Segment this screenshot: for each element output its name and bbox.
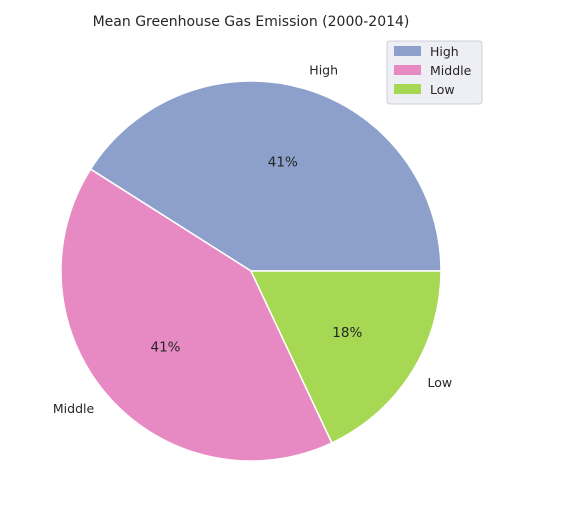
slice-percent-middle: 41% — [150, 339, 180, 355]
slice-percent-low: 18% — [332, 325, 362, 341]
slice-label-middle: Middle — [53, 401, 95, 416]
pie-slice-high — [89, 80, 442, 272]
legend-label-high: High — [430, 44, 459, 59]
legend-swatch-high — [394, 46, 421, 56]
legend-label-middle: Middle — [430, 63, 472, 78]
slice-label-low: Low — [428, 375, 453, 390]
slice-labels: High Middle Low — [53, 62, 452, 416]
slice-percent-high: 41% — [268, 155, 298, 171]
legend-label-low: Low — [430, 82, 455, 97]
slice-percent-labels: 41% 41% 18% — [150, 155, 362, 356]
pie-slices — [60, 80, 442, 462]
legend: High Middle Low — [386, 40, 483, 105]
slice-label-high: High — [309, 62, 338, 77]
chart-title: Mean Greenhouse Gas Emission (2000-2014) — [93, 14, 410, 30]
legend-swatch-low — [394, 84, 421, 94]
pie-slice-low — [250, 270, 442, 444]
pie-slice-middle — [60, 168, 333, 462]
legend-swatch-middle — [394, 65, 421, 75]
